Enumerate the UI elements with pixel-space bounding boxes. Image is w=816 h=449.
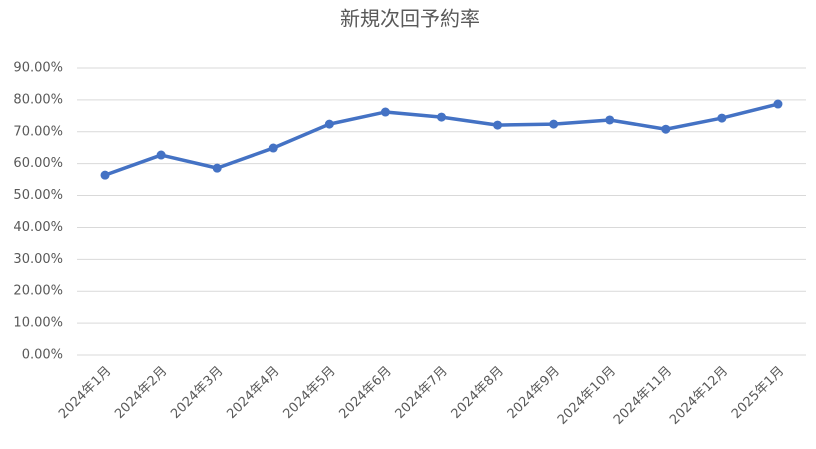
point bbox=[156, 150, 166, 160]
y-tick-label: 70.00% bbox=[13, 124, 63, 139]
y-tick-label: 60.00% bbox=[13, 156, 63, 171]
point bbox=[493, 120, 503, 130]
x-tick-label: 2024年9月 bbox=[505, 364, 563, 422]
chart-title: 新規次回予約率 bbox=[340, 7, 480, 31]
x-tick-label: 2024年4月 bbox=[224, 364, 282, 422]
y-tick-label: 0.00% bbox=[22, 348, 63, 363]
point bbox=[380, 107, 390, 117]
x-tick-label: 2024年5月 bbox=[280, 364, 338, 422]
point bbox=[717, 113, 727, 123]
y-tick-label: 30.00% bbox=[13, 252, 63, 267]
x-tick-label: 2024年11月 bbox=[611, 364, 675, 428]
y-tick-label: 90.00% bbox=[13, 61, 63, 76]
y-tick-label: 10.00% bbox=[13, 316, 63, 331]
point bbox=[268, 143, 278, 153]
x-tick-label: 2024年2月 bbox=[112, 364, 170, 422]
y-tick-label: 20.00% bbox=[13, 284, 63, 299]
x-tick-label: 2024年10月 bbox=[555, 364, 619, 428]
x-tick-label: 2024年6月 bbox=[336, 364, 394, 422]
x-tick-label: 2024年1月 bbox=[56, 364, 114, 422]
point bbox=[605, 115, 615, 125]
y-tick-label: 40.00% bbox=[13, 220, 63, 235]
point bbox=[661, 124, 671, 134]
x-tick-label: 2025年1月 bbox=[729, 364, 787, 422]
x-tick-label: 2024年12月 bbox=[667, 364, 731, 428]
point bbox=[324, 119, 334, 129]
x-tick-label: 2024年7月 bbox=[393, 364, 451, 422]
y-tick-label: 80.00% bbox=[13, 92, 63, 107]
point bbox=[100, 170, 110, 180]
y-tick-label: 50.00% bbox=[13, 188, 63, 203]
point bbox=[773, 99, 783, 109]
point bbox=[549, 119, 559, 129]
point bbox=[212, 163, 222, 173]
x-tick-label: 2024年8月 bbox=[449, 364, 507, 422]
x-tick-label: 2024年3月 bbox=[168, 364, 226, 422]
point bbox=[437, 112, 446, 122]
